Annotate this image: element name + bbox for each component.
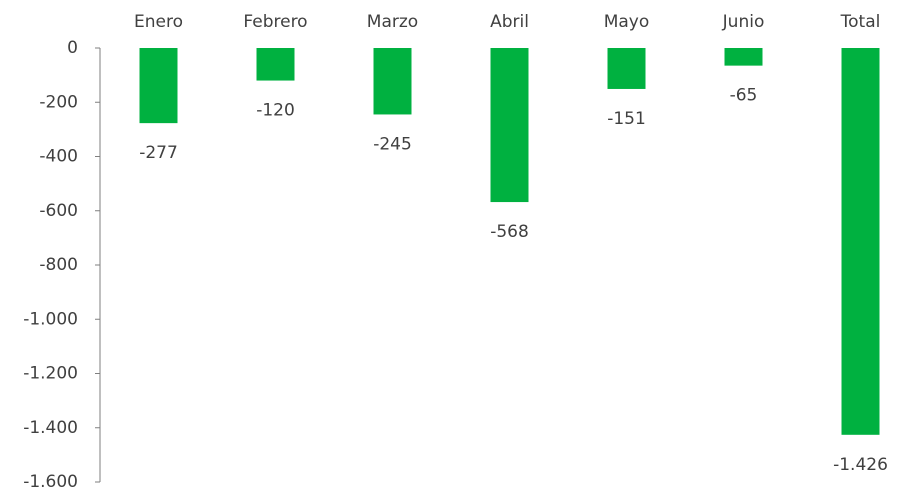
y-tick-label: -1.000 (23, 309, 78, 329)
x-tick-label: Enero (134, 12, 183, 32)
x-tick-label: Total (840, 12, 881, 32)
y-tick-label: -1.600 (23, 472, 78, 489)
value-label: -120 (256, 101, 295, 121)
value-label: -277 (139, 143, 178, 163)
y-tick-label: -1.400 (23, 418, 78, 438)
x-tick-label: Febrero (243, 12, 307, 32)
bar (139, 48, 178, 124)
x-tick-label: Junio (722, 12, 765, 32)
bar (841, 48, 880, 435)
value-label: -245 (373, 134, 412, 154)
y-tick-label: -600 (39, 201, 78, 221)
y-tick-label: -1.200 (23, 364, 78, 384)
bar (724, 48, 763, 66)
bar (607, 48, 646, 89)
x-tick-label: Abril (490, 12, 529, 32)
y-tick-label: -200 (39, 92, 78, 112)
value-label: -568 (490, 222, 529, 242)
value-label: -1.426 (833, 455, 888, 475)
bar (256, 48, 295, 81)
x-tick-label: Mayo (604, 12, 650, 32)
value-label: -65 (730, 86, 758, 106)
y-tick-label: 0 (67, 38, 78, 58)
bar (490, 48, 529, 203)
y-tick-label: -800 (39, 255, 78, 275)
bar (373, 48, 412, 115)
x-tick-label: Marzo (367, 12, 418, 32)
y-tick-label: -400 (39, 147, 78, 167)
value-label: -151 (607, 109, 646, 129)
